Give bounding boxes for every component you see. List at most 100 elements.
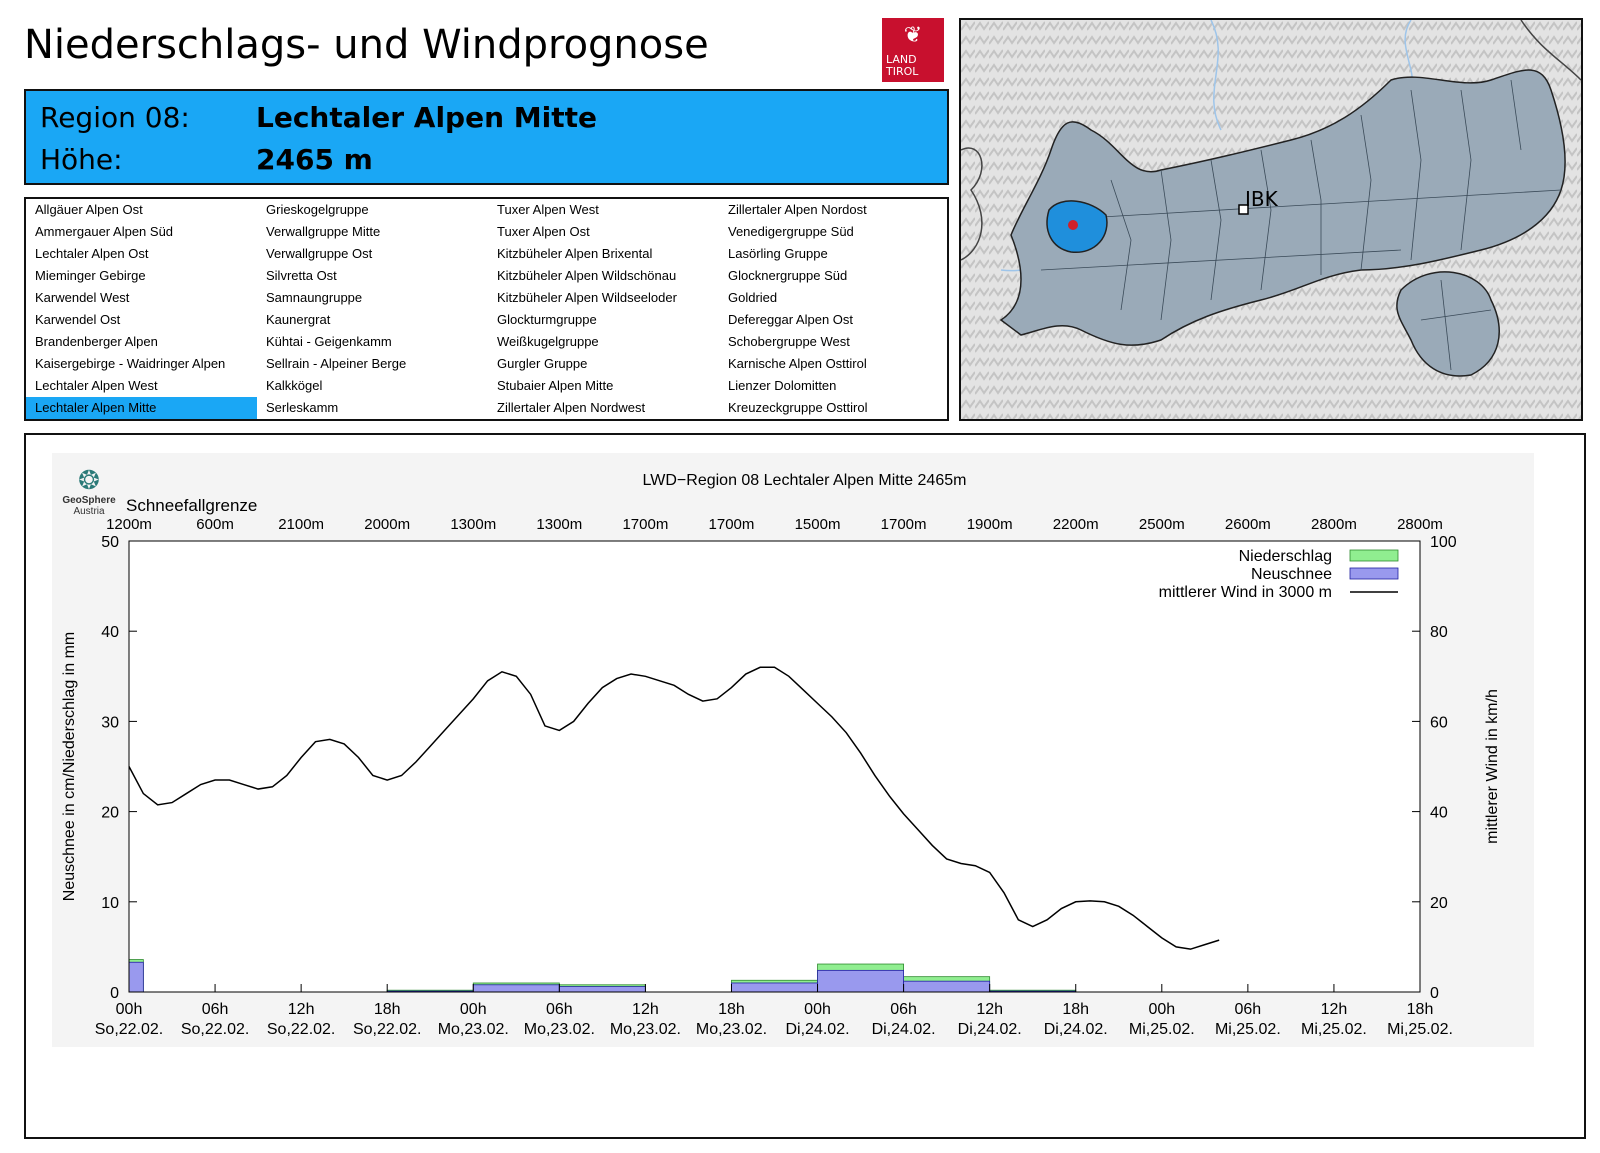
snowline-value: 1300m: [536, 516, 582, 533]
region-list-item[interactable]: Kaisergebirge - Waidringer Alpen: [35, 356, 226, 371]
country-border: [961, 147, 983, 261]
x-tick-date: So,22.02.: [95, 1021, 164, 1038]
y-tick-label-right: 100: [1430, 534, 1457, 551]
x-tick-time: 12h: [976, 1001, 1003, 1018]
legend-label: Niederschlag: [1239, 548, 1332, 565]
snowline-value: 1900m: [967, 516, 1013, 533]
x-tick-time: 06h: [546, 1001, 573, 1018]
x-tick-time: 00h: [116, 1001, 143, 1018]
region-list-column: Grieskogelgruppe Verwallgruppe Mitte Verwa…: [257, 199, 488, 419]
region-list-item[interactable]: Kühtai - Geigenkamm: [266, 334, 392, 349]
region-list-item[interactable]: Tuxer Alpen Ost: [497, 224, 590, 239]
region-list-item[interactable]: Karnische Alpen Osttirol: [728, 356, 867, 371]
snowline-value: 2800m: [1311, 516, 1357, 533]
x-tick-date: Di,24.02.: [958, 1021, 1022, 1038]
region-list-item[interactable]: Lechtaler Alpen West: [35, 378, 158, 393]
region-list-item[interactable]: Grieskogelgruppe: [266, 202, 369, 217]
region-list-item[interactable]: Verwallgruppe Mitte: [266, 224, 381, 239]
region-list-item[interactable]: Samnaungruppe: [266, 290, 363, 305]
region-list-item[interactable]: Kreuzeckgruppe Osttirol: [728, 400, 868, 415]
y-tick-label-left: 50: [101, 534, 119, 551]
region-list-column: Tuxer Alpen West Tuxer Alpen Ost Kitzbühel…: [488, 199, 719, 419]
region-list-item[interactable]: Defereggar Alpen Ost: [728, 312, 854, 327]
region-list-item[interactable]: Tuxer Alpen West: [497, 202, 599, 217]
region-list-item[interactable]: Brandenberger Alpen: [35, 334, 158, 349]
region-list-item[interactable]: Mieminger Gebirge: [35, 268, 146, 283]
x-tick-time: 18h: [718, 1001, 745, 1018]
x-tick-time: 18h: [1062, 1001, 1089, 1018]
y-tick-label-right: 60: [1430, 714, 1448, 731]
tirol-map: IBK: [959, 18, 1583, 421]
x-tick-time: 12h: [632, 1001, 659, 1018]
x-tick-time: 00h: [1148, 1001, 1175, 1018]
region-list-item[interactable]: Karwendel Ost: [35, 312, 121, 327]
x-tick-time: 12h: [288, 1001, 315, 1018]
logo-line-1: LAND: [886, 53, 917, 66]
snowline-value: 1300m: [450, 516, 496, 533]
neuschnee-bar: [472, 984, 560, 993]
region-name: Lechtaler Alpen Mitte: [256, 101, 597, 134]
river: [1210, 20, 1222, 131]
region-list-item[interactable]: Lechtaler Alpen Mitte: [26, 397, 257, 419]
region-list-item[interactable]: Zillertaler Alpen Nordost: [728, 202, 867, 217]
chart-frame: LWD−Region 08 Lechtaler Alpen Mitte 2465…: [24, 433, 1586, 1139]
x-tick-date: Di,24.02.: [786, 1021, 850, 1038]
snowline-value: 1500m: [795, 516, 841, 533]
legend-label: Neuschnee: [1251, 566, 1332, 583]
neuschnee-bar: [817, 969, 904, 993]
snowline-value: 2600m: [1225, 516, 1271, 533]
region-list-item[interactable]: Lasörling Gruppe: [728, 246, 828, 261]
y-axis-label-left: Neuschnee in cm/Niederschlag in mm: [61, 632, 78, 901]
region-list-item[interactable]: Lechtaler Alpen Ost: [35, 246, 149, 261]
snowline-value: 1700m: [709, 516, 755, 533]
x-tick-date: Mi,25.02.: [1129, 1021, 1195, 1038]
region-list-item[interactable]: Schobergruppe West: [728, 334, 850, 349]
nordtirol: [999, 69, 1566, 346]
region-list-item[interactable]: Zillertaler Alpen Nordwest: [497, 400, 646, 415]
region-list-item[interactable]: Ammergauer Alpen Süd: [35, 224, 174, 239]
x-tick-time: 06h: [890, 1001, 917, 1018]
region-list-item[interactable]: Allgäuer Alpen Ost: [35, 202, 143, 217]
logo-line-2: TIROL: [886, 65, 919, 78]
y-tick-label-left: 0: [110, 985, 119, 1002]
region-list-item[interactable]: Kitzbüheler Alpen Brixental: [497, 246, 653, 261]
region-list-item[interactable]: Kaunergrat: [266, 312, 331, 327]
region-list-item[interactable]: Sellrain - Alpeiner Berge: [266, 356, 407, 371]
y-tick-label-right: 20: [1430, 895, 1448, 912]
x-tick-date: Mo,23.02.: [524, 1021, 595, 1038]
plot-area: [129, 541, 1420, 992]
geosphere-icon: ❂: [78, 465, 100, 495]
ibk-label: IBK: [1245, 187, 1279, 211]
region-list-item[interactable]: Karwendel West: [35, 290, 130, 305]
region-list-item[interactable]: Lienzer Dolomitten: [728, 378, 837, 393]
region-list-item[interactable]: Stubaier Alpen Mitte: [497, 378, 614, 393]
region-list-item[interactable]: Silvretta Ost: [266, 268, 337, 283]
height-label: Höhe:: [40, 143, 123, 176]
geosphere-sub: Austria: [73, 506, 105, 517]
region-list-item[interactable]: Kitzbüheler Alpen Wildschönau: [497, 268, 677, 283]
region-list-item[interactable]: Glocknergruppe Süd: [728, 268, 848, 283]
osttirol: [1396, 271, 1500, 377]
land-tirol-logo: ❦ LAND TIROL: [882, 18, 944, 82]
x-tick-time: 00h: [804, 1001, 831, 1018]
snowline-label: Schneefallgrenze: [126, 496, 257, 515]
geosphere-name: GeoSphere: [62, 495, 116, 506]
snowline-value: 1700m: [622, 516, 668, 533]
region-list-item[interactable]: Weißkugelgruppe: [497, 334, 599, 349]
wind-line: [128, 666, 1220, 950]
region-list-item[interactable]: Verwallgruppe Ost: [266, 246, 373, 261]
snowline-value: 1200m: [106, 516, 152, 533]
region-list-item[interactable]: Gurgler Gruppe: [497, 356, 588, 371]
region-list-item[interactable]: Kalkkögel: [266, 378, 323, 393]
y-tick-label-left: 30: [101, 714, 119, 731]
snowline-value: 1700m: [881, 516, 927, 533]
region-list-item[interactable]: Kitzbüheler Alpen Wildseeloder: [497, 290, 677, 305]
x-tick-time: 00h: [460, 1001, 487, 1018]
region-list-item[interactable]: Glockturmgruppe: [497, 312, 597, 327]
y-tick-label-right: 0: [1430, 985, 1439, 1002]
region-label: Region 08:: [40, 101, 190, 134]
region-list-item[interactable]: Serleskamm: [266, 400, 339, 415]
region-list-item[interactable]: Venedigergruppe Süd: [728, 224, 854, 239]
region-list-item[interactable]: Goldried: [728, 290, 778, 305]
snowline-value: 2000m: [364, 516, 410, 533]
